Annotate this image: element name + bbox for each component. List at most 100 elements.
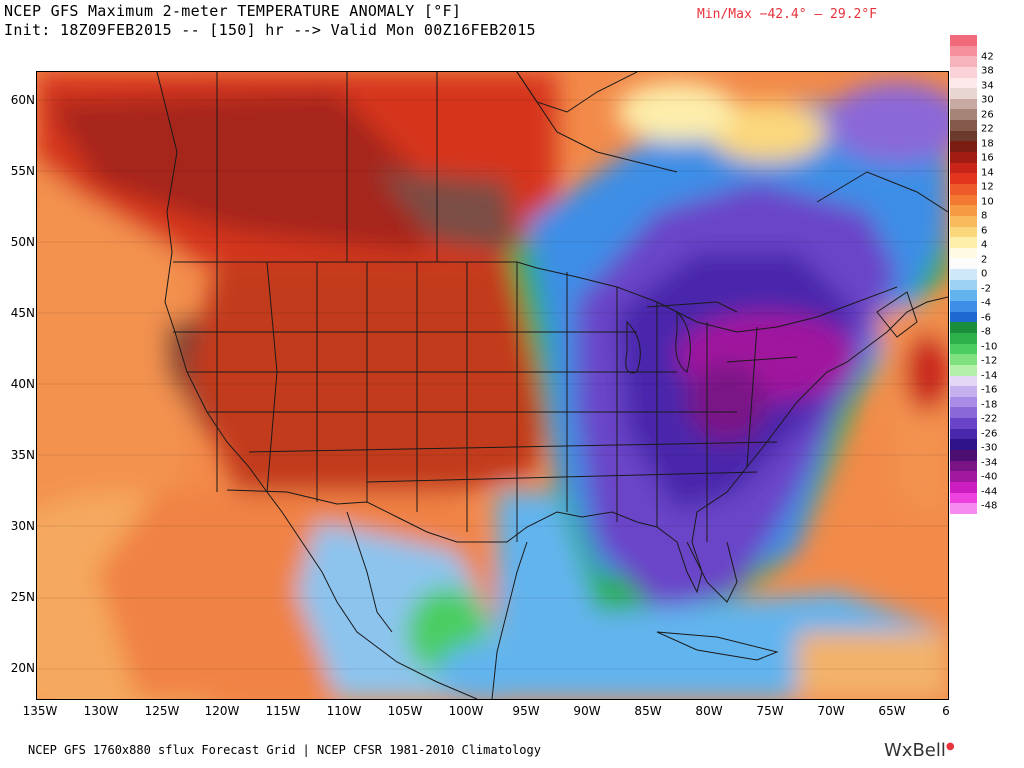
lon-label: 100W (448, 704, 484, 718)
lon-label: 105W (387, 704, 423, 718)
colorbar-swatch (950, 290, 977, 302)
lat-label: 55N (10, 164, 35, 178)
lat-label: 50N (10, 235, 35, 249)
colorbar-swatch (950, 481, 977, 493)
plains-warm-anomaly (187, 262, 557, 512)
colorbar-label: 6 (981, 225, 988, 237)
colorbar-label: 16 (981, 152, 994, 164)
colorbar-swatch (950, 152, 977, 163)
colorbar-swatch (950, 471, 977, 482)
colorbar-label: 12 (981, 181, 994, 193)
colorbar-swatch (950, 407, 977, 419)
lon-label: 65W (878, 704, 906, 718)
colorbar-label: -4 (981, 297, 991, 309)
colorbar-label: -44 (981, 486, 998, 498)
colorbar-label: -48 (981, 500, 998, 512)
colorbar-swatch (950, 162, 977, 174)
colorbar-swatch (950, 439, 977, 450)
colorbar-swatch (950, 98, 977, 110)
lon-label: 120W (204, 704, 240, 718)
colorbar-swatch (950, 35, 977, 46)
colorbar-swatch (950, 279, 977, 291)
lon-label: 70W (817, 704, 845, 718)
gulf-east-coastline (477, 296, 948, 594)
colorbar-label: 4 (981, 239, 988, 251)
lat-label: 30N (10, 519, 35, 533)
colorbar-label: -40 (981, 471, 998, 483)
data-source-footer: NCEP GFS 1760x880 sflux Forecast Grid | … (28, 743, 541, 757)
lon-label: 110W (326, 704, 362, 718)
lon-label: 115W (265, 704, 301, 718)
colorbar-swatch (950, 269, 977, 280)
colorbar-swatch (950, 492, 977, 504)
colorbar-swatch (950, 332, 977, 344)
colorbar-swatch (950, 226, 977, 238)
colorbar-swatch (950, 183, 977, 195)
colorbar-swatch (950, 77, 977, 89)
lon-label: 90W (573, 704, 601, 718)
colorbar-label: 26 (981, 109, 994, 121)
colorbar-label: -22 (981, 413, 998, 425)
colorbar-swatch (950, 215, 977, 227)
brand-logo: WxBell● (884, 740, 955, 761)
colorbar-label: -14 (981, 370, 998, 382)
colorbar-swatch (950, 364, 977, 376)
colorbar-swatch (950, 386, 977, 397)
colorbar (950, 35, 977, 514)
colorbar-swatch (950, 449, 977, 461)
colorbar-label: 38 (981, 65, 994, 77)
colorbar-label: -10 (981, 341, 998, 353)
lon-label: 130W (83, 704, 119, 718)
colorbar-swatch (950, 237, 977, 248)
colorbar-swatch (950, 45, 977, 57)
colorbar-label: 22 (981, 123, 994, 135)
colorbar-label: 0 (981, 268, 988, 280)
colorbar-label: 8 (981, 210, 988, 222)
map-title: NCEP GFS Maximum 2-meter TEMPERATURE ANO… (4, 2, 462, 20)
political-boundaries (156, 72, 948, 699)
colorbar-label: -6 (981, 312, 991, 324)
lat-label: 40N (10, 377, 35, 391)
colorbar-label: -30 (981, 442, 998, 454)
colorbar-label: -8 (981, 326, 991, 338)
colorbar-swatch (950, 503, 977, 514)
min-max-readout: Min/Max −42.4° – 29.2°F (697, 7, 878, 22)
anomaly-map (36, 71, 949, 700)
colorbar-swatch (950, 322, 977, 333)
colorbar-swatch (950, 66, 977, 78)
colorbar-label: 2 (981, 254, 988, 266)
lon-label: 135W (22, 704, 58, 718)
colorbar-label: 42 (981, 51, 994, 63)
lon-label: 85W (634, 704, 662, 718)
colorbar-swatch (950, 247, 977, 259)
lon-label: 6 (942, 704, 950, 718)
colorbar-swatch (950, 396, 977, 408)
colorbar-swatch (950, 375, 977, 387)
colorbar-label: -12 (981, 355, 998, 367)
colorbar-swatch (950, 205, 977, 216)
colorbar-swatch (950, 343, 977, 355)
lon-label: 75W (756, 704, 784, 718)
lat-label: 45N (10, 306, 35, 320)
colorbar-swatch (950, 311, 977, 323)
anomaly-map-svg (37, 72, 948, 699)
colorbar-swatch (950, 130, 977, 142)
colorbar-swatch (950, 141, 977, 153)
lat-label: 60N (10, 93, 35, 107)
colorbar-label: -18 (981, 399, 998, 411)
lon-label: 80W (695, 704, 723, 718)
colorbar-label: 34 (981, 80, 994, 92)
lat-label: 35N (10, 448, 35, 462)
colorbar-swatch (950, 109, 977, 121)
colorbar-swatch (950, 173, 977, 184)
colorbar-label: -16 (981, 384, 998, 396)
colorbar-label: -34 (981, 457, 998, 469)
lat-label: 25N (10, 590, 35, 604)
colorbar-swatch (950, 56, 977, 67)
colorbar-swatch (950, 354, 977, 365)
colorbar-swatch (950, 301, 977, 312)
colorbar-label: 10 (981, 196, 994, 208)
colorbar-swatch (950, 120, 977, 131)
colorbar-swatch (950, 428, 977, 440)
colorbar-label: 14 (981, 167, 994, 179)
